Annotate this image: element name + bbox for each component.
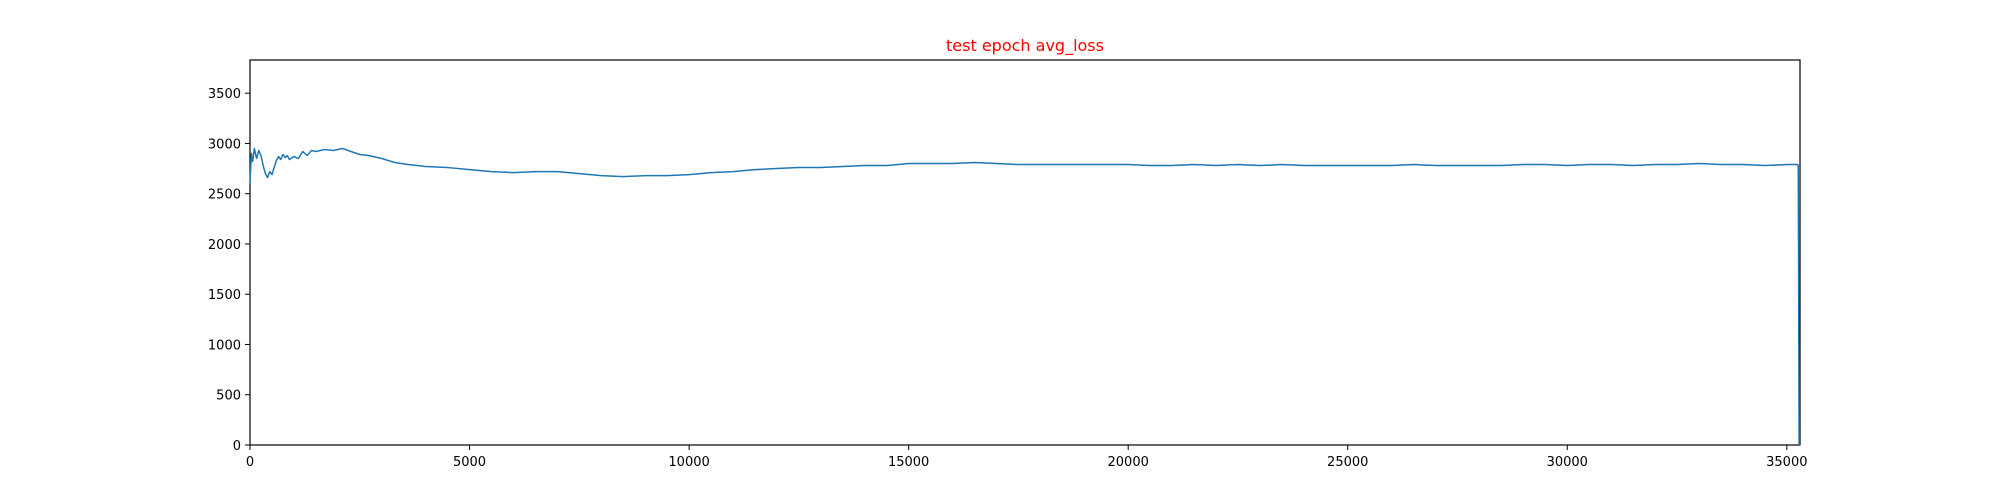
y-tick-label: 2500 (208, 188, 241, 203)
x-tick-label: 35000 (1766, 455, 1807, 470)
x-tick-label: 10000 (668, 455, 709, 470)
x-tick-label: 15000 (888, 455, 929, 470)
y-tick-label: 1500 (208, 288, 241, 303)
chart-title: test epoch avg_loss (946, 36, 1104, 56)
series-line-1 (249, 147, 1800, 446)
x-tick-label: 30000 (1547, 455, 1588, 470)
plot-area: 0 5000 10000 15000 20000 25000 30000 35000 0 500… (208, 59, 1808, 470)
y-tick-label: 500 (216, 389, 241, 404)
plot-frame (249, 59, 1801, 446)
series-layer (249, 147, 1800, 446)
y-tick-label: 1000 (208, 338, 241, 353)
y-tick-label: 0 (233, 439, 241, 454)
y-tick-label: 2000 (208, 238, 241, 253)
y-tick-label: 3000 (208, 137, 241, 152)
y-tick-label: 3500 (208, 87, 241, 102)
x-tick-label: 20000 (1108, 455, 1149, 470)
x-tick-label: 25000 (1327, 455, 1368, 470)
x-axis: 0 5000 10000 15000 20000 25000 30000 35000 (246, 445, 1808, 470)
x-tick-label: 0 (246, 455, 254, 470)
y-axis: 0 500 1000 1500 2000 2500 3000 3500 (208, 87, 250, 454)
x-tick-label: 5000 (453, 455, 486, 470)
